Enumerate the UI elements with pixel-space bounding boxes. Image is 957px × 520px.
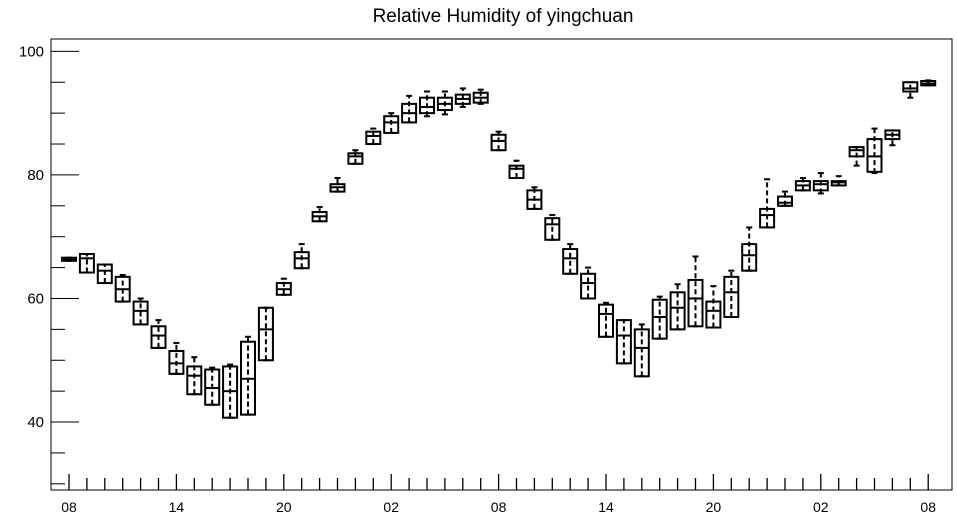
box-mark (168, 341, 185, 375)
chart-title: Relative Humidity of yingchuan (373, 6, 634, 27)
y-tick-label: 80 (27, 167, 44, 184)
box-mark (383, 112, 400, 134)
box-series (61, 79, 937, 419)
x-tick-label: 08 (491, 499, 507, 515)
box-mark (490, 130, 507, 152)
box-mark (186, 356, 203, 396)
box-mark (687, 255, 704, 328)
box-mark (329, 177, 346, 193)
box-mark (78, 252, 95, 274)
box-mark (848, 146, 865, 167)
y-axis: 40 60 80 100 (19, 43, 79, 485)
box-mark (257, 306, 274, 362)
box-mark (454, 87, 471, 108)
plot-frame (50, 38, 953, 491)
x-tick-label: 20 (276, 499, 292, 515)
y-tick-label: 60 (27, 290, 44, 307)
box-mark (830, 175, 847, 187)
x-tick-label: 08 (920, 499, 936, 515)
box-mark (472, 88, 489, 105)
box-mark (96, 263, 113, 285)
x-tick-label: 14 (598, 499, 614, 515)
box-mark (705, 285, 722, 329)
box-mark (544, 214, 561, 241)
x-tick-label: 02 (383, 499, 399, 515)
box-mark (562, 243, 579, 275)
box-mark (884, 129, 901, 147)
box-mark (240, 335, 256, 416)
box-mark (526, 186, 543, 210)
box-mark (114, 274, 131, 303)
box-mark (293, 243, 310, 270)
box-mark (150, 319, 167, 349)
box-mark (759, 178, 776, 229)
x-tick-label: 14 (169, 499, 185, 515)
box-mark (669, 283, 686, 331)
box-mark (347, 149, 364, 165)
box-mark (580, 266, 597, 300)
box-mark (598, 301, 614, 338)
box-mark (794, 177, 811, 192)
x-tick-label: 20 (706, 499, 722, 515)
box-mark (365, 127, 382, 146)
x-axis: 08 14 20 02 08 14 20 02 08 (61, 474, 936, 515)
y-tick-label: 100 (19, 43, 44, 60)
box-mark (508, 159, 525, 180)
box-mark (812, 172, 829, 195)
box-mark (741, 226, 758, 272)
box-mark (132, 297, 149, 326)
y-tick-label: 40 (27, 414, 44, 431)
box-mark (615, 319, 632, 365)
box-mark (401, 94, 418, 124)
box-iqr (633, 328, 650, 378)
x-tick-label: 02 (813, 499, 829, 515)
box-mark (419, 90, 435, 118)
box-mark (633, 323, 650, 378)
box-mark (920, 79, 937, 87)
box-mark (723, 269, 740, 319)
box-mark (777, 190, 793, 207)
x-tick-label: 08 (61, 499, 77, 515)
box-mark (651, 295, 668, 340)
box-mark (204, 366, 221, 406)
box-mark (866, 127, 883, 175)
box-mark (275, 277, 292, 296)
box-mark (61, 256, 77, 262)
box-iqr (687, 278, 704, 328)
box-mark (436, 90, 453, 116)
box-mark (222, 363, 239, 419)
box-mark (311, 206, 328, 223)
box-mark (902, 81, 919, 99)
